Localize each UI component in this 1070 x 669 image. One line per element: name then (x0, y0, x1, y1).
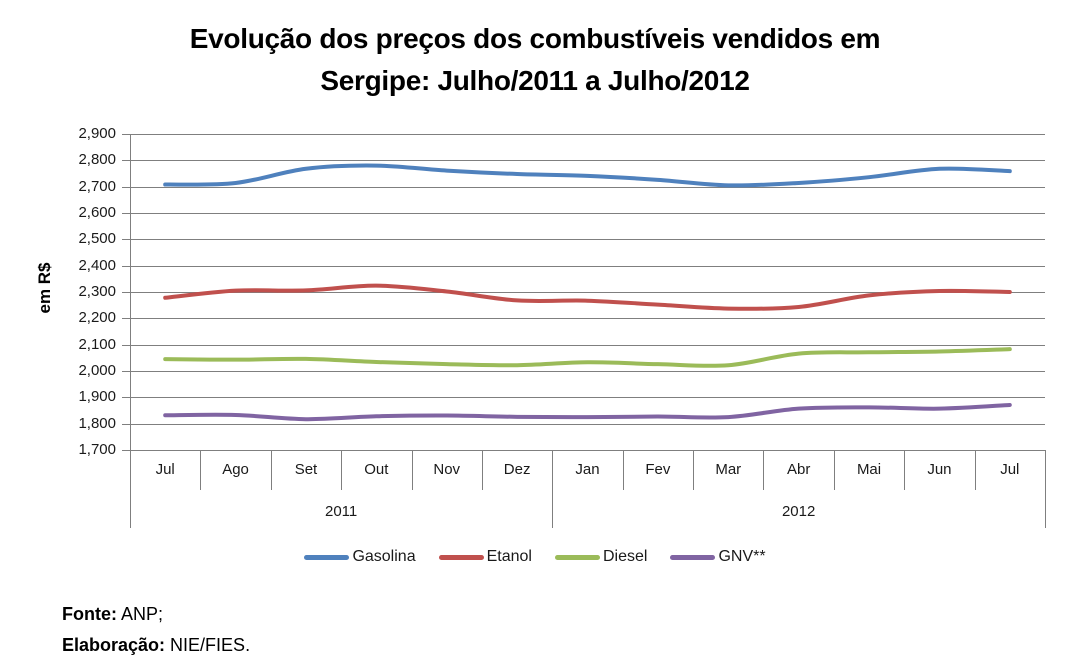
month-label: Ago (222, 461, 249, 478)
series-line-diesel (163, 347, 1012, 368)
month-label: Nov (433, 461, 461, 478)
series-line-gasolina (163, 163, 1012, 188)
year-label: 2011 (325, 503, 358, 520)
month-label: Dez (503, 461, 531, 478)
y-tick-label: 2,700 (78, 177, 116, 195)
month-label: Jun (927, 461, 952, 478)
month-label: Jul (155, 461, 175, 478)
y-tick-label: 2,100 (78, 335, 116, 353)
month-label: Mar (715, 461, 742, 478)
y-tick-label: 2,000 (78, 362, 116, 379)
legend-line-swatch (304, 554, 350, 560)
chart-plot-area (122, 134, 1046, 528)
y-tick-label: 1,900 (78, 388, 116, 406)
footer-notes: Fonte: ANP; Elaboração: NIE/FIES. (62, 599, 250, 661)
legend-item-etanol: Etanol (438, 548, 532, 566)
chart-legend: Gasolina Etanol Diesel GNV** (0, 548, 1070, 566)
footer-elaboration-line: Elaboração: NIE/FIES. (62, 630, 250, 661)
y-tick-label: 2,500 (78, 230, 116, 248)
y-tick-label: 2,400 (78, 256, 116, 274)
legend-label: Gasolina (352, 548, 416, 565)
month-label: Set (294, 461, 318, 478)
chart-title-line-1: Evolução dos preços dos combustíveis ven… (189, 23, 881, 54)
month-label: Fev (645, 461, 671, 478)
legend-label: Etanol (486, 548, 532, 565)
month-label: Jul (1000, 461, 1020, 478)
y-tick-label: 2,900 (78, 125, 116, 142)
legend-label: GNV** (718, 548, 766, 565)
legend-line-swatch (438, 554, 484, 560)
footer-source-label: Fonte: (62, 604, 117, 624)
legend-item-diesel: Diesel (554, 548, 648, 566)
footer-elaboration-value: NIE/FIES. (165, 635, 251, 655)
legend-item-gasolina: Gasolina (304, 548, 416, 566)
y-tick-label: 1,700 (78, 441, 116, 458)
month-label: Mai (856, 461, 882, 478)
legend-line-swatch (554, 554, 600, 560)
legend-line-swatch (670, 554, 716, 560)
legend-item-gnv: GNV** (670, 548, 766, 566)
month-label: Out (364, 461, 389, 478)
y-tick-label: 1,800 (78, 414, 116, 432)
y-tick-label: 2,200 (78, 309, 116, 327)
footer-source-line: Fonte: ANP; (62, 599, 250, 630)
year-label: 2012 (781, 503, 816, 520)
month-label: Jan (575, 461, 600, 478)
footer-elaboration-label: Elaboração: (62, 635, 166, 655)
chart-title: Evolução dos preços dos combustíveis ven… (0, 18, 1070, 102)
legend-label: Diesel (602, 548, 648, 565)
chart-title-line-2: Sergipe: Julho/2011 a Julho/2012 (320, 65, 750, 96)
month-label: Abr (786, 461, 811, 478)
y-tick-label: 2,600 (78, 204, 116, 221)
y-tick-label: 2,300 (78, 283, 116, 300)
y-tick-label: 2,800 (78, 151, 116, 169)
series-line-etanol (163, 283, 1012, 311)
series-line-gnv (163, 402, 1012, 422)
footer-source-value: ANP; (116, 604, 164, 624)
